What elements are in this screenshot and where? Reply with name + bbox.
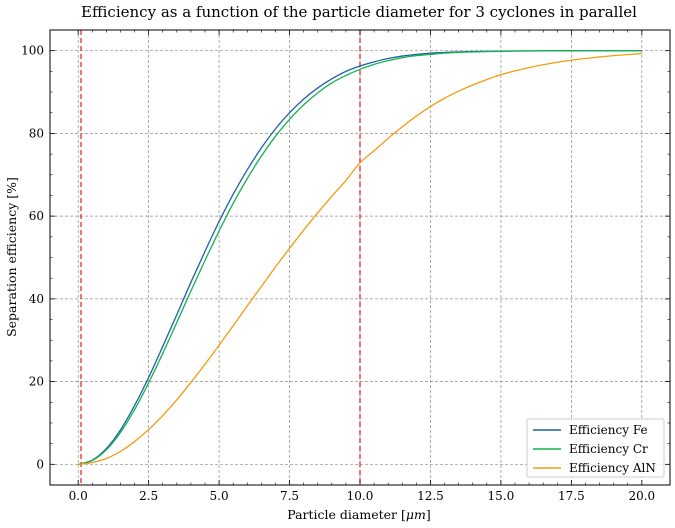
y-tick-label: 20 xyxy=(29,375,44,389)
x-axis-label-end: ] xyxy=(426,507,431,522)
legend-box xyxy=(526,418,665,478)
x-axis-label: Particle diameter [μm] xyxy=(287,507,431,522)
series-line-efficiency-cr xyxy=(78,50,642,465)
x-axis-label-unit: μm xyxy=(406,507,426,522)
x-tick-label: 12.5 xyxy=(417,489,444,503)
reference-lines xyxy=(80,30,361,485)
series-line-efficiency-aln xyxy=(78,52,642,465)
legend: Efficiency Fe Efficiency Cr Efficiency AlN xyxy=(526,418,665,478)
series-lines xyxy=(77,50,642,465)
x-tick-label: 7.5 xyxy=(280,489,299,503)
y-tick-label: 40 xyxy=(29,292,44,306)
y-tick-label: 100 xyxy=(21,44,44,58)
y-tick-label: 60 xyxy=(29,209,44,223)
x-tick-label: 5.0 xyxy=(210,489,229,503)
ticks xyxy=(50,29,670,486)
chart-title: Efficiency as a function of the particle… xyxy=(81,3,637,21)
legend-label-efficiency-aln: Efficiency AlN xyxy=(569,461,656,475)
y-tick-label: 0 xyxy=(36,457,44,471)
legend-label-efficiency-cr: Efficiency Cr xyxy=(569,442,648,456)
x-tick-label: 17.5 xyxy=(558,489,585,503)
y-tick-label: 80 xyxy=(29,126,44,140)
legend-label-efficiency-fe: Efficiency Fe xyxy=(569,423,648,437)
tick-labels: 0.0 2.5 5.0 7.5 10.0 12.5 15.0 17.5 20.0 0 20 40 60 8… xyxy=(21,44,655,503)
y-axis-label: Separation efficiency [%] xyxy=(4,177,19,337)
x-tick-label: 2.5 xyxy=(139,489,158,503)
x-axis-label-text: Particle diameter [ xyxy=(287,507,406,522)
x-tick-label: 0.0 xyxy=(69,489,88,503)
x-tick-label: 15.0 xyxy=(488,489,515,503)
x-tick-label: 20.0 xyxy=(628,489,655,503)
x-tick-label: 10.0 xyxy=(347,489,374,503)
